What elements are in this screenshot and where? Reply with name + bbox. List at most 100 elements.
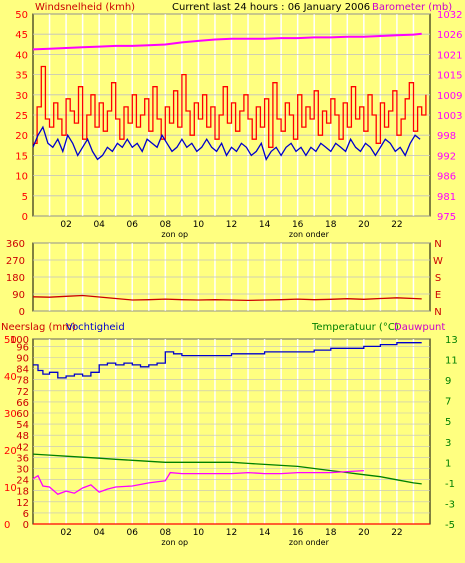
humidity-y-tick-label: 18 [16,487,29,498]
compass-tick-label: S [435,273,441,284]
sunset-label: zon onder [289,538,330,547]
sunrise-label: zon op [161,538,188,547]
wind-y-tick-label: 30 [15,91,28,102]
barometer-y-tick-label: 986 [437,172,456,183]
x-tick-label: 02 [60,220,71,230]
dewpoint-axis-title: Dauwpunt [394,322,445,333]
humidity-y-tick-label: 12 [16,498,29,509]
humidity-y-tick-label: 42 [16,442,29,453]
rain-y-tick-label: 50 [4,335,17,346]
series-line-wind-direction [32,294,422,302]
humidity-y-tick-label: 54 [16,420,29,431]
rain-y-tick-label: 10 [4,483,17,494]
temperature-y-tick-label: -5 [445,520,455,531]
x-tick-label: 10 [193,220,205,230]
wind-y-tick-label: 15 [15,151,28,162]
humidity-y-tick-label: 84 [16,365,29,376]
humidity-y-tick-label: 30 [16,465,29,476]
humidity-y-tick-label: 36 [16,453,29,464]
sunrise-label: zon op [161,230,188,239]
direction-y-tick-label: 90 [12,290,25,301]
x-tick-label: 12 [226,220,237,230]
x-tick-label: 10 [193,528,205,538]
wind-barometer-panel: 02 04 06 08 10 12 14 16 18 20 22 zon op zon onder 0 5 1… [15,10,462,239]
barometer-y-tick-label: 998 [437,131,456,142]
compass-tick-label: N [434,307,441,318]
wind-y-tick-label: 10 [15,172,28,183]
humidity-y-tick-label: 66 [16,398,29,409]
x-tick-label: 04 [93,220,105,230]
rain-y-tick-label: 30 [4,409,17,420]
humidity-y-tick-label: 60 [16,409,29,420]
series-line-barometer-mb- [32,32,422,51]
x-tick-label: 20 [358,528,370,538]
temperature-y-tick-label: 1 [445,458,451,469]
humidity-y-tick-label: 0 [23,520,29,531]
x-tick-label: 08 [160,528,172,538]
direction-y-tick-label: 270 [6,256,25,267]
x-tick-label: 08 [160,220,172,230]
x-tick-label: 22 [391,220,402,230]
compass-tick-label: N [434,239,441,250]
wind-y-tick-label: 20 [15,131,28,142]
barometer-y-tick-label: 981 [437,192,456,203]
x-tick-label: 16 [292,528,304,538]
x-tick-label: 04 [93,528,105,538]
wind-y-tick-label: 45 [15,30,28,41]
x-tick-label: 16 [292,220,304,230]
series-line-gemiddelde-wind [32,125,421,161]
humidity-y-tick-label: 24 [16,476,29,487]
series-line-windsnelheid-kmh- [33,65,427,148]
temperature-y-tick-label: -1 [445,479,455,490]
x-tick-label: 06 [127,220,139,230]
wind-y-tick-label: 0 [22,212,28,223]
temperature-y-tick-label: 7 [445,397,451,408]
sunset-label: zon onder [289,230,330,239]
x-tick-label: 12 [226,528,237,538]
rain-y-tick-label: 0 [4,520,10,531]
wind-y-tick-label: 5 [22,192,28,203]
temperature-y-tick-label: 9 [445,376,451,387]
barometer-y-tick-label: 1003 [437,111,462,122]
x-tick-label: 20 [358,220,370,230]
direction-y-tick-label: 180 [6,273,25,284]
x-tick-label: 06 [127,528,139,538]
humidity-y-tick-label: 78 [16,376,29,387]
compass-tick-label: W [433,256,443,267]
humidity-y-tick-label: 90 [16,354,29,365]
x-tick-label: 14 [259,220,271,230]
compass-tick-label: E [435,290,441,301]
temperature-axis-title: Temperatuur (°C) [311,322,399,333]
x-tick-label: 14 [259,528,271,538]
temperature-y-tick-label: 5 [445,417,451,428]
barometer-y-tick-label: 1009 [437,91,462,102]
wind-y-tick-label: 35 [15,71,28,82]
barometer-y-tick-label: 992 [437,151,456,162]
barometer-y-tick-label: 1021 [437,50,462,61]
humidity-y-tick-label: 96 [16,342,29,353]
barometer-y-tick-label: 1032 [437,10,462,21]
x-tick-label: 18 [325,220,337,230]
barometer-y-tick-label: 1026 [437,30,462,41]
series-line-temperatuur-c- [32,453,422,485]
series-line-vochtigheid [33,342,422,379]
barometer-y-tick-label: 975 [437,212,456,223]
wind-y-tick-label: 50 [15,10,28,21]
humidity-y-tick-label: 100 [10,335,29,346]
chart-title: Current last 24 hours : 06 January 2006 [172,2,370,13]
humidity-axis-title: Vochtigheid [66,322,125,333]
x-tick-label: 18 [325,528,337,538]
temperature-y-tick-label: -3 [445,499,455,510]
x-tick-label: 22 [391,528,402,538]
barometer-axis-title: Barometer (mb) [372,2,452,13]
temperature-y-tick-label: 11 [445,356,458,367]
rain-y-tick-label: 40 [4,372,17,383]
humidity-y-tick-label: 72 [16,387,29,398]
humidity-y-tick-label: 48 [16,431,29,442]
series-line-dauwpunt [32,469,364,495]
wind-axis-title: Windsnelheid (kmh) [35,2,135,13]
humidity-y-tick-label: 6 [23,509,29,520]
